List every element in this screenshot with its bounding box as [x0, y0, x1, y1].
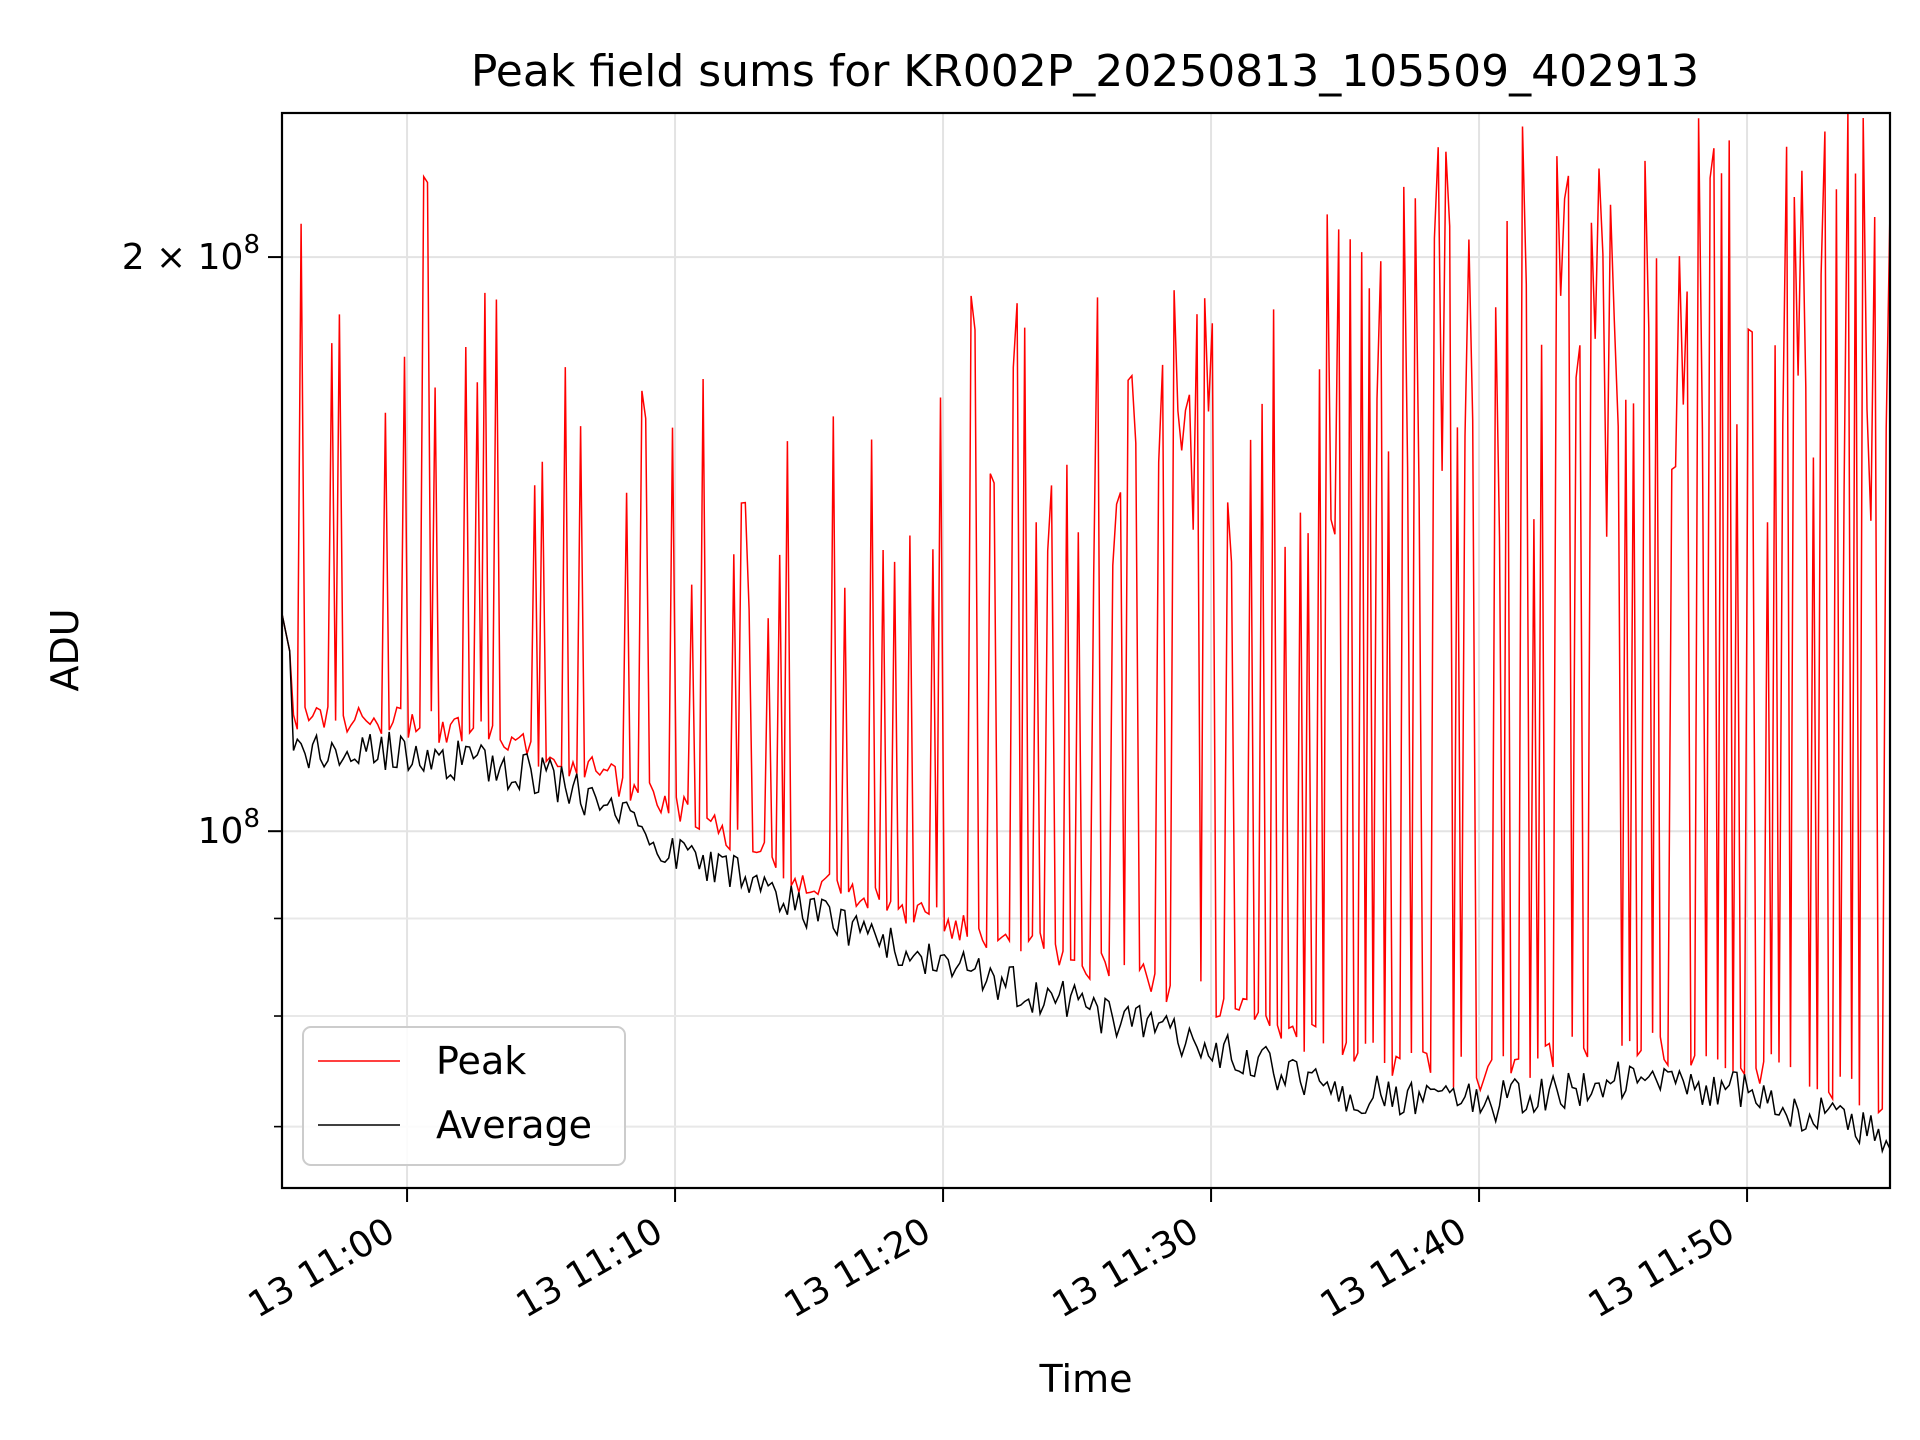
chart-title: Peak field sums for KR002P_20250813_1055…: [471, 46, 1699, 97]
y-tick-label: 2 × 108: [122, 230, 260, 278]
legend-average-label: Average: [436, 1103, 592, 1147]
y-tick-label: 108: [198, 804, 260, 852]
y-axis-label: ADU: [43, 608, 87, 691]
plot-area: [282, 113, 1890, 1154]
series-average-line: [282, 613, 1890, 1154]
plot-frame: [280, 111, 1892, 1190]
legend-peak-label: Peak: [436, 1039, 526, 1083]
x-axis-label: Time: [1039, 1357, 1133, 1401]
series-peak-line: [282, 113, 1890, 1115]
legend: Peak Average: [302, 1026, 626, 1166]
